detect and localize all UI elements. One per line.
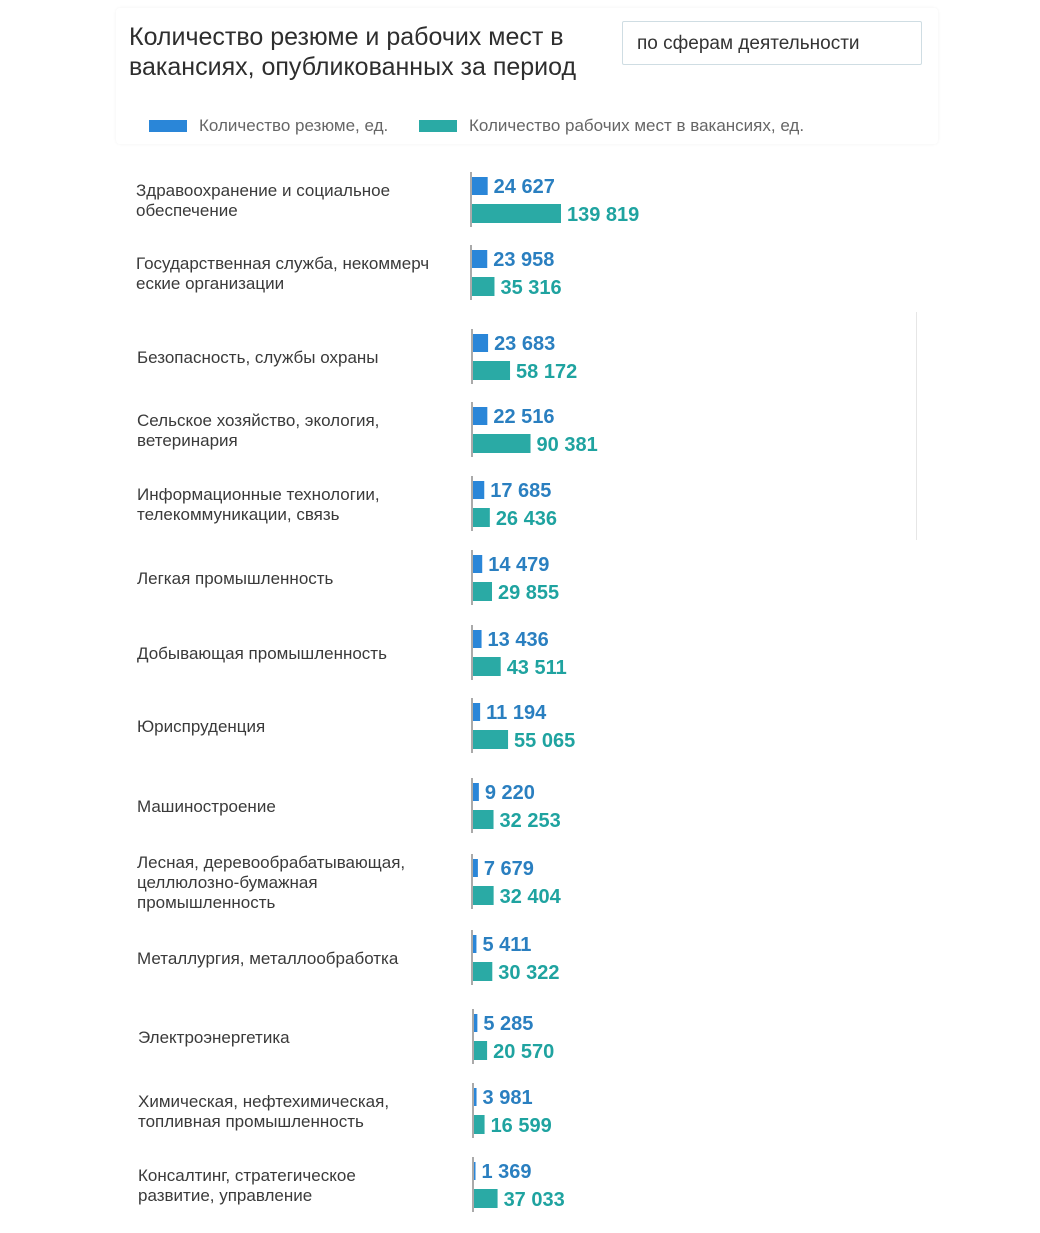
bar-resumes — [473, 407, 488, 425]
bar-resumes — [473, 334, 489, 352]
legend-item-resumes[interactable]: Количество резюме, ед. — [149, 116, 388, 136]
category-label: Юриспруденция — [137, 717, 265, 736]
bar-vacancies — [474, 1115, 485, 1134]
value-label-vacancies: 16 599 — [491, 1115, 552, 1137]
category-label: Безопасность, службы охраны — [137, 348, 379, 367]
category-label: Здравоохранение и социальное обеспечение — [136, 181, 390, 220]
bar-resumes — [473, 859, 478, 877]
bar-resumes — [473, 703, 481, 721]
value-label-resumes: 5 285 — [483, 1013, 533, 1035]
legend-label-resumes: Количество резюме, ед. — [199, 116, 389, 135]
category-label: Информационные технологии, телекоммуникац… — [137, 485, 380, 524]
bar-resumes — [472, 177, 488, 195]
bar-vacancies — [473, 657, 501, 676]
value-label-vacancies: 90 381 — [537, 434, 598, 456]
period-select[interactable]: по сферам деятельности — [622, 21, 922, 65]
bar-vacancies — [472, 204, 561, 223]
bar-vacancies — [473, 582, 493, 601]
category-label: Консалтинг, стратегическое развитие, упра… — [138, 1166, 356, 1205]
bar-vacancies — [472, 277, 495, 296]
legend-label-vacancies: Количество рабочих мест в вакансиях, ед. — [469, 116, 805, 135]
category-label: Электроэнергетика — [138, 1028, 290, 1047]
value-label-resumes: 14 479 — [488, 554, 549, 576]
bar-resumes — [473, 935, 477, 953]
value-label-resumes: 23 958 — [493, 249, 554, 271]
bar-resumes — [473, 783, 479, 801]
bar-vacancies — [473, 730, 509, 749]
value-label-resumes: 7 679 — [484, 858, 534, 880]
value-label-vacancies: 35 316 — [500, 277, 561, 299]
value-label-resumes: 22 516 — [493, 406, 554, 428]
value-label-vacancies: 55 065 — [514, 730, 575, 752]
bar-vacancies — [473, 508, 490, 527]
legend-swatch-vacancies — [419, 120, 457, 132]
divider — [916, 312, 917, 540]
legend-item-vacancies[interactable]: Количество рабочих мест в вакансиях, ед. — [419, 116, 804, 136]
category-label: Металлургия, металлообработка — [137, 949, 399, 968]
bar-resumes — [473, 481, 485, 499]
category-label: Лесная, деревообрабатывающая, целлюлозно-… — [137, 853, 405, 912]
value-label-resumes: 17 685 — [490, 480, 551, 502]
bar-vacancies — [473, 810, 494, 829]
value-label-resumes: 11 194 — [486, 702, 547, 724]
bar-vacancies — [473, 434, 531, 453]
bar-resumes — [474, 1088, 477, 1106]
bar-vacancies — [473, 962, 493, 981]
value-label-vacancies: 32 253 — [500, 810, 561, 832]
value-label-resumes: 23 683 — [494, 333, 555, 355]
bar-vacancies — [474, 1189, 498, 1208]
category-label: Легкая промышленность — [137, 569, 334, 588]
value-label-vacancies: 30 322 — [498, 962, 559, 984]
bar-vacancies — [474, 1041, 488, 1060]
bar-resumes — [474, 1014, 478, 1032]
bar-vacancies — [473, 361, 511, 380]
value-label-resumes: 3 981 — [483, 1087, 533, 1109]
value-label-vacancies: 37 033 — [504, 1189, 565, 1211]
value-label-resumes: 5 411 — [482, 934, 531, 956]
value-label-resumes: 24 627 — [494, 176, 555, 198]
value-label-vacancies: 139 819 — [567, 204, 639, 226]
category-label: Сельское хозяйство, экология, ветеринария — [137, 411, 379, 450]
bar-resumes — [473, 555, 483, 573]
value-label-vacancies: 20 570 — [493, 1041, 554, 1063]
value-label-vacancies: 29 855 — [498, 582, 559, 604]
bar-resumes — [473, 630, 482, 648]
category-label: Добывающая промышленность — [137, 644, 387, 663]
value-label-vacancies: 32 404 — [500, 886, 562, 908]
value-label-vacancies: 26 436 — [496, 508, 557, 530]
category-label: Химическая, нефтехимическая, топливная пр… — [138, 1092, 389, 1131]
value-label-resumes: 9 220 — [485, 782, 535, 804]
value-label-vacancies: 43 511 — [507, 657, 567, 679]
value-label-vacancies: 58 172 — [516, 361, 577, 383]
chart-title: Количество резюме и рабочих мест в вакан… — [129, 23, 577, 81]
bar-resumes — [472, 250, 488, 268]
bar-vacancies — [473, 886, 494, 905]
legend-swatch-resumes — [149, 120, 187, 132]
category-label: Государственная служба, некоммерч еские о… — [136, 254, 429, 293]
value-label-resumes: 1 369 — [482, 1161, 532, 1183]
bar-resumes — [474, 1162, 476, 1180]
category-label: Машиностроение — [137, 797, 276, 816]
value-label-resumes: 13 436 — [488, 629, 549, 651]
